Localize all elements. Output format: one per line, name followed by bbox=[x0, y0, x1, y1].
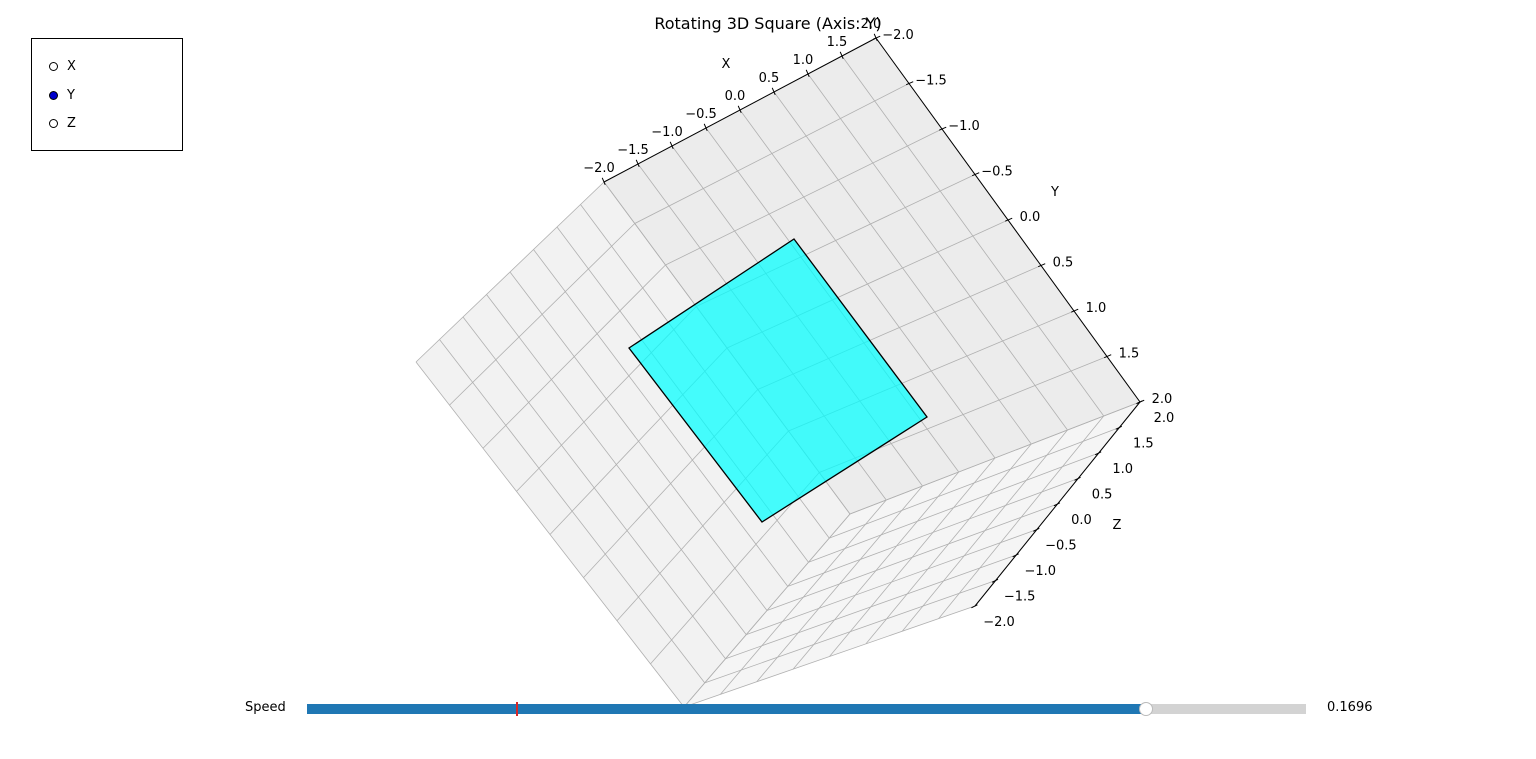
x-tick bbox=[635, 159, 640, 167]
radio-option-x[interactable]: X bbox=[49, 57, 76, 75]
right-gridline bbox=[725, 554, 1017, 660]
y-tick-label: 0.0 bbox=[1020, 210, 1041, 225]
radio-circle-icon[interactable] bbox=[49, 90, 58, 100]
z-tick bbox=[1094, 451, 1102, 456]
x-tick bbox=[771, 87, 776, 95]
y-tick bbox=[1071, 308, 1079, 313]
top-gridline bbox=[807, 73, 1068, 431]
radio-circle-icon[interactable] bbox=[49, 118, 58, 128]
x-tick-label: 0.0 bbox=[725, 89, 746, 104]
x-tick-label: 1.5 bbox=[827, 35, 848, 50]
speed-slider-handle[interactable] bbox=[1139, 702, 1154, 716]
x-tick bbox=[669, 141, 674, 149]
speed-slider-track[interactable] bbox=[307, 702, 1306, 716]
axis-ticks: −2.0−1.5−1.0−0.50.00.51.01.52.0−2.0−1.5−… bbox=[583, 17, 1174, 630]
axis-labels: X Y Z bbox=[722, 57, 1122, 533]
right-gridline bbox=[865, 443, 1032, 645]
y-tick-label: 1.5 bbox=[1119, 347, 1140, 362]
y-tick bbox=[1104, 354, 1112, 359]
x-tick-label: −1.5 bbox=[617, 143, 649, 158]
z-tick bbox=[1053, 502, 1061, 507]
z-tick bbox=[1136, 400, 1143, 405]
radio-circle-icon[interactable] bbox=[49, 61, 58, 71]
x-tick-label: −2.0 bbox=[583, 161, 615, 176]
y-tick-label: −2.0 bbox=[882, 28, 914, 43]
z-tick bbox=[1033, 527, 1040, 532]
z-tick-label: 1.5 bbox=[1133, 437, 1154, 452]
x-tick bbox=[873, 33, 878, 41]
right-gridline bbox=[704, 580, 996, 684]
z-tick bbox=[1115, 425, 1122, 430]
y-tick-label: 2.0 bbox=[1152, 392, 1173, 407]
radio-label: Y bbox=[67, 87, 75, 103]
top-gridline bbox=[773, 91, 1032, 445]
y-tick-label: −1.5 bbox=[915, 74, 947, 89]
right-gridline bbox=[938, 415, 1105, 619]
radio-label: X bbox=[67, 58, 76, 74]
pane-right bbox=[684, 402, 1140, 707]
z-tick bbox=[1012, 553, 1019, 558]
speed-slider-fill bbox=[307, 704, 1147, 714]
speed-slider-value: 0.1696 bbox=[1327, 700, 1373, 715]
radio-label: Z bbox=[67, 115, 76, 131]
y-tick bbox=[906, 81, 914, 86]
z-tick bbox=[991, 578, 999, 583]
axis-radio-group: X Y Z bbox=[31, 38, 183, 151]
x-tick bbox=[703, 123, 708, 131]
y-axis-label: Y bbox=[1050, 185, 1059, 200]
top-gridline bbox=[841, 55, 1105, 417]
radio-option-y[interactable]: Y bbox=[49, 86, 75, 104]
radio-option-z[interactable]: Z bbox=[49, 114, 76, 132]
right-gridline bbox=[901, 429, 1068, 632]
z-tick bbox=[971, 604, 978, 609]
x-tick-label: 1.0 bbox=[793, 53, 814, 68]
axis-panes bbox=[416, 38, 1140, 707]
z-tick-label: 0.0 bbox=[1071, 513, 1092, 528]
x-tick bbox=[805, 69, 810, 77]
speed-slider-initial-marker bbox=[515, 702, 518, 716]
left-gridline bbox=[533, 249, 789, 587]
z-tick bbox=[1074, 476, 1081, 481]
z-tick-label: −0.5 bbox=[1045, 539, 1077, 554]
right-gridline bbox=[766, 503, 1058, 611]
z-tick-label: 2.0 bbox=[1154, 411, 1175, 426]
y-tick bbox=[1038, 263, 1046, 268]
right-gridline bbox=[746, 529, 1038, 636]
y-tick-label: −0.5 bbox=[981, 165, 1013, 180]
y-tick-label: 1.0 bbox=[1086, 301, 1107, 316]
z-tick-label: −1.0 bbox=[1024, 564, 1056, 579]
right-gridline bbox=[683, 605, 976, 708]
x-tick bbox=[839, 51, 844, 59]
z-tick-label: 0.5 bbox=[1092, 488, 1113, 503]
pane-left bbox=[416, 182, 850, 707]
x-tick-label: 0.5 bbox=[759, 71, 780, 86]
speed-slider-label: Speed bbox=[245, 700, 286, 715]
left-gridline bbox=[650, 472, 820, 665]
z-tick-label: −2.0 bbox=[983, 615, 1015, 630]
x-tick-label: −0.5 bbox=[685, 107, 717, 122]
z-tick-label: −1.5 bbox=[1004, 590, 1036, 605]
y-tick-label: 0.5 bbox=[1053, 256, 1074, 271]
rotating-square-group bbox=[628, 238, 928, 523]
y-tick bbox=[939, 126, 947, 131]
pane-top bbox=[604, 38, 1140, 514]
z-tick-label: 1.0 bbox=[1112, 462, 1133, 477]
rotating-square bbox=[628, 238, 928, 523]
plot-title: Rotating 3D Square (Axis: Y) bbox=[654, 14, 882, 33]
y-tick bbox=[873, 35, 881, 40]
y-tick bbox=[1005, 217, 1013, 222]
x-tick-label: −1.0 bbox=[651, 125, 683, 140]
y-tick bbox=[972, 172, 980, 177]
x-tick-label: 2.0 bbox=[861, 17, 882, 32]
x-axis-label: X bbox=[722, 57, 731, 72]
y-tick-label: −1.0 bbox=[948, 119, 980, 134]
z-axis-label: Z bbox=[1113, 518, 1122, 533]
x-tick bbox=[737, 105, 742, 113]
x-tick bbox=[601, 177, 606, 185]
